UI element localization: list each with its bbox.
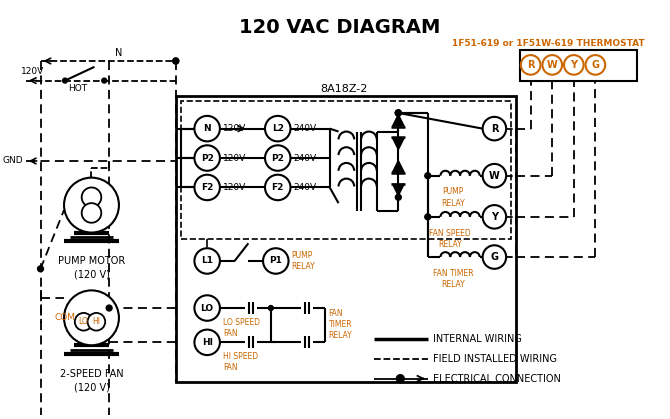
Circle shape: [564, 55, 584, 75]
Text: HI SPEED
FAN: HI SPEED FAN: [223, 352, 258, 372]
Text: Y: Y: [570, 60, 578, 70]
Circle shape: [88, 313, 105, 331]
Text: ELECTRICAL CONNECTION: ELECTRICAL CONNECTION: [433, 374, 561, 384]
Text: 120V: 120V: [223, 124, 246, 133]
Circle shape: [543, 55, 562, 75]
Circle shape: [194, 295, 220, 321]
Text: LO: LO: [78, 317, 88, 326]
Text: FAN
TIMER
RELAY: FAN TIMER RELAY: [329, 309, 352, 340]
Circle shape: [75, 313, 92, 331]
Circle shape: [263, 248, 289, 274]
Circle shape: [395, 194, 401, 200]
Text: P2: P2: [201, 153, 214, 163]
Text: F2: F2: [271, 183, 284, 192]
Polygon shape: [391, 113, 405, 127]
Circle shape: [173, 58, 179, 64]
Text: FIELD INSTALLED WIRING: FIELD INSTALLED WIRING: [433, 354, 557, 364]
Bar: [520, 50, 636, 80]
Text: 240V: 240V: [293, 124, 316, 133]
Text: G: G: [592, 60, 600, 70]
Text: GND: GND: [2, 156, 23, 166]
Text: HI: HI: [202, 338, 212, 347]
Text: G: G: [490, 252, 498, 262]
Circle shape: [62, 78, 68, 83]
Circle shape: [586, 55, 605, 75]
Circle shape: [269, 305, 273, 310]
Circle shape: [82, 203, 101, 223]
Circle shape: [395, 110, 401, 116]
Text: FAN TIMER
RELAY: FAN TIMER RELAY: [433, 269, 474, 289]
Text: HI: HI: [92, 317, 100, 326]
Bar: [176, 96, 516, 382]
Text: N: N: [115, 48, 123, 58]
Text: W: W: [547, 60, 557, 70]
Text: 2-SPEED FAN
(120 V): 2-SPEED FAN (120 V): [60, 369, 123, 392]
Circle shape: [64, 178, 119, 233]
Circle shape: [425, 214, 431, 220]
Text: PUMP MOTOR
(120 V): PUMP MOTOR (120 V): [58, 256, 125, 279]
Text: R: R: [490, 124, 498, 134]
Circle shape: [395, 110, 401, 116]
Circle shape: [38, 266, 44, 272]
Circle shape: [106, 305, 112, 311]
Text: LO: LO: [200, 303, 214, 313]
Text: 120V: 120V: [223, 183, 246, 192]
Text: 8A18Z-2: 8A18Z-2: [321, 84, 368, 94]
Circle shape: [482, 117, 506, 140]
Circle shape: [194, 116, 220, 141]
Text: L2: L2: [272, 124, 284, 133]
Circle shape: [425, 173, 431, 178]
Circle shape: [395, 110, 401, 116]
Circle shape: [194, 330, 220, 355]
Circle shape: [265, 116, 291, 141]
Circle shape: [194, 248, 220, 274]
Bar: [181, 101, 511, 239]
Text: Y: Y: [491, 212, 498, 222]
Text: 120 VAC DIAGRAM: 120 VAC DIAGRAM: [239, 18, 440, 37]
Polygon shape: [391, 137, 405, 151]
Circle shape: [521, 55, 541, 75]
Text: HOT: HOT: [68, 84, 87, 93]
Circle shape: [482, 205, 506, 229]
Text: COM: COM: [54, 313, 75, 322]
Circle shape: [194, 175, 220, 200]
Text: 240V: 240V: [293, 183, 316, 192]
Text: N: N: [204, 124, 211, 133]
Text: P1: P1: [269, 256, 282, 266]
Circle shape: [482, 164, 506, 187]
Polygon shape: [391, 159, 405, 173]
Circle shape: [102, 78, 107, 83]
Circle shape: [194, 145, 220, 171]
Text: R: R: [527, 60, 535, 70]
Circle shape: [482, 245, 506, 269]
Text: P2: P2: [271, 153, 284, 163]
Polygon shape: [391, 184, 405, 197]
Text: 240V: 240V: [293, 153, 316, 163]
Text: PUMP
RELAY: PUMP RELAY: [291, 251, 315, 271]
Text: W: W: [489, 171, 500, 181]
Circle shape: [64, 290, 119, 345]
Text: L1: L1: [201, 256, 213, 266]
Text: FAN SPEED
RELAY: FAN SPEED RELAY: [429, 229, 471, 249]
Text: INTERNAL WIRING: INTERNAL WIRING: [433, 334, 521, 344]
Text: 120V: 120V: [223, 153, 246, 163]
Text: 120V: 120V: [21, 67, 44, 76]
Circle shape: [82, 187, 101, 207]
Text: PUMP
RELAY: PUMP RELAY: [442, 187, 465, 207]
Circle shape: [397, 375, 404, 383]
Circle shape: [173, 58, 179, 64]
Text: LO SPEED
FAN: LO SPEED FAN: [223, 318, 260, 338]
Text: 1F51-619 or 1F51W-619 THERMOSTAT: 1F51-619 or 1F51W-619 THERMOSTAT: [452, 39, 645, 48]
Circle shape: [265, 175, 291, 200]
Circle shape: [265, 145, 291, 171]
Text: F2: F2: [201, 183, 213, 192]
